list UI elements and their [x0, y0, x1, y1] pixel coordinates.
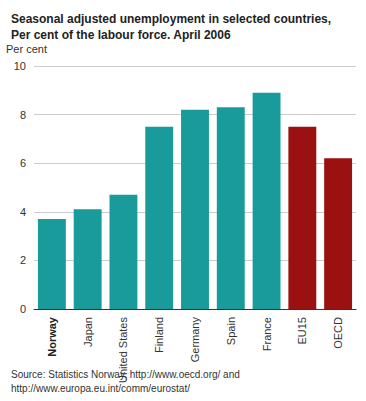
svg-text:Spain: Spain: [225, 317, 237, 345]
svg-text:Finland: Finland: [153, 317, 165, 353]
svg-text:OECD: OECD: [332, 317, 344, 349]
svg-text:http://www.europa.eu.int/comm/: http://www.europa.eu.int/comm/eurostat/: [11, 383, 190, 394]
svg-text:EU15: EU15: [296, 317, 308, 345]
svg-text:6: 6: [20, 157, 26, 169]
svg-text:Per cent: Per cent: [6, 43, 47, 55]
svg-text:Source: Statistics Norway, htt: Source: Statistics Norway, http://www.oe…: [11, 369, 240, 380]
svg-text:Per cent of the labour force.: Per cent of the labour force. April 2006: [11, 28, 231, 42]
svg-text:10: 10: [14, 60, 26, 72]
svg-text:Germany: Germany: [189, 317, 201, 363]
svg-text:United States: United States: [117, 317, 130, 383]
svg-text:2: 2: [20, 254, 26, 266]
svg-text:8: 8: [20, 109, 26, 121]
svg-text:4: 4: [20, 206, 26, 218]
svg-text:Seasonal adjusted unemployment: Seasonal adjusted unemployment in select…: [11, 12, 331, 26]
svg-text:Norway: Norway: [46, 316, 58, 357]
svg-text:0: 0: [20, 303, 26, 315]
svg-text:Japan: Japan: [82, 317, 94, 347]
svg-text:France: France: [261, 317, 273, 351]
